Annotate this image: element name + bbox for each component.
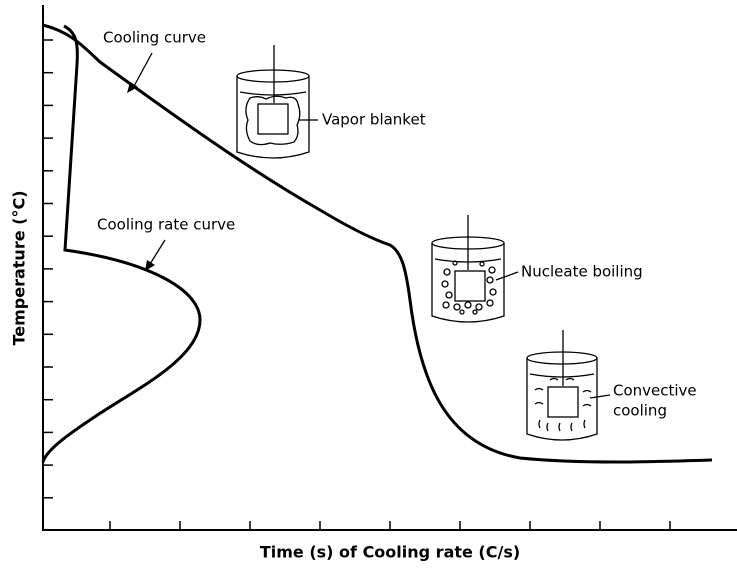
beaker	[527, 330, 610, 440]
y-axis-label: Temperature (°C)	[10, 190, 29, 345]
stage-label: Convective	[613, 382, 697, 400]
stage-label: Nucleate boiling	[521, 263, 643, 281]
cooling-curve	[43, 25, 712, 462]
curve-label: Cooling curve	[103, 29, 206, 47]
beaker	[237, 45, 318, 158]
arrow-head	[145, 260, 155, 271]
diagram: Temperature (°C) Time (s) of Cooling rat…	[0, 0, 737, 570]
stage-label: cooling	[613, 402, 667, 420]
curve-label: Cooling rate curve	[97, 216, 235, 234]
x-axis-label: Time (s) of Cooling rate (C/s)	[260, 543, 520, 562]
beaker	[432, 215, 518, 322]
cooling-rate-curve	[43, 26, 200, 462]
stage-label: Vapor blanket	[322, 111, 426, 129]
arrow	[133, 53, 152, 88]
arrow	[150, 240, 165, 264]
